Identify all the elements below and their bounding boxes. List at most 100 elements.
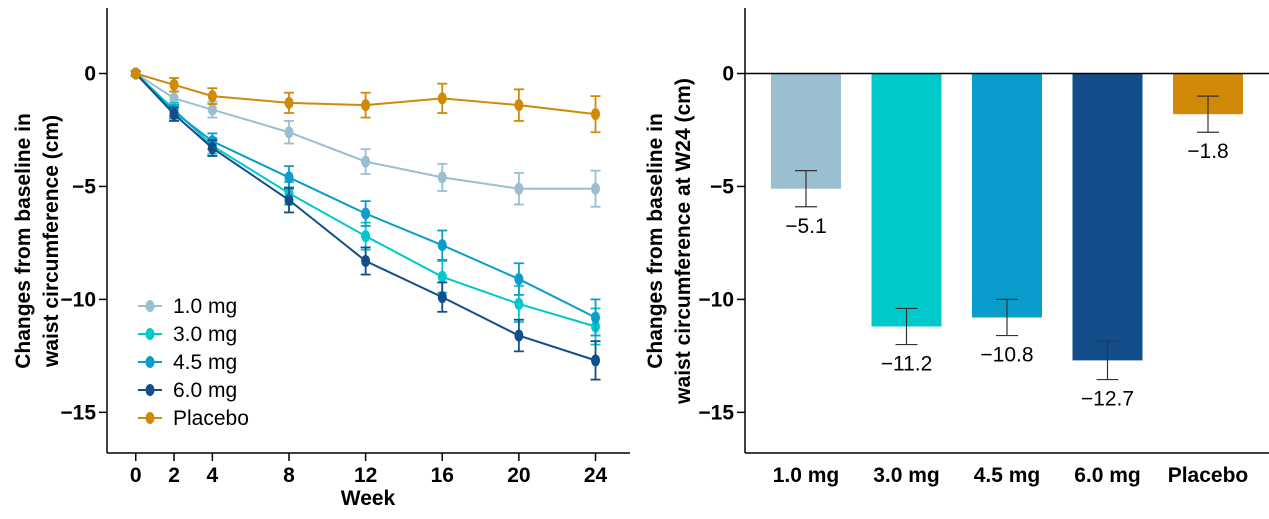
bar-category-label: Placebo bbox=[1168, 464, 1249, 487]
legend-label: 6.0 mg bbox=[173, 379, 237, 402]
data-point-placebo bbox=[131, 67, 141, 80]
legend-label: 1.0 mg bbox=[173, 295, 237, 318]
bar-group-1-0-mg: −5.1 1.0 mg bbox=[771, 73, 841, 487]
legend-item-3-0-mg: 3.0 mg bbox=[138, 323, 237, 346]
bar-category-label: 3.0 mg bbox=[873, 464, 940, 487]
bar-value-label: −10.8 bbox=[980, 344, 1033, 367]
series-line-1-0-mg bbox=[135, 72, 596, 190]
data-point-placebo bbox=[591, 108, 601, 121]
bar-chart-bars: −5.1 1.0 mg −11.2 3.0 mg −10.8 4.5 mg −12.7 6.0… bbox=[771, 73, 1249, 487]
series-line-placebo bbox=[135, 72, 596, 116]
line-chart-x-tick-label: 4 bbox=[207, 464, 219, 487]
bar-chart-y-axis-title-line-2: waist circumference at W24 (cm) bbox=[672, 78, 695, 405]
bar-category-label: 6.0 mg bbox=[1074, 464, 1141, 487]
line-chart-x-tick-label: 0 bbox=[130, 464, 142, 487]
data-point-6-0-mg bbox=[169, 108, 179, 121]
line-chart-y-tick-label: 0 bbox=[84, 63, 96, 86]
bar-chart-y-tick-label: −10 bbox=[698, 288, 734, 311]
series-line-6-0-mg bbox=[135, 72, 596, 362]
series-placebo bbox=[130, 67, 601, 134]
bar-4-5-mg bbox=[972, 73, 1042, 318]
legend-item-1-0-mg: 1.0 mg bbox=[138, 295, 237, 318]
line-chart-x-ticks: 0 2 4 8 12 16 20 24 bbox=[130, 453, 608, 487]
line-chart-y-tick-label: −15 bbox=[60, 401, 96, 424]
legend: 1.0 mg 3.0 mg 4.5 mg 6.0 mg Placebo bbox=[138, 295, 249, 430]
data-point-1-0-mg bbox=[591, 182, 601, 195]
bar-chart-panel: 0 −5 −10 −15 −5.1 1.0 mg −11.2 3.0 mg −10.8 4.5 … bbox=[644, 8, 1269, 487]
data-point-1-0-mg bbox=[437, 171, 447, 184]
series-line-4-5-mg bbox=[135, 72, 596, 319]
bar-value-label: −1.8 bbox=[1187, 140, 1228, 163]
bar-value-label: −11.2 bbox=[881, 353, 933, 376]
legend-label: 4.5 mg bbox=[173, 351, 237, 374]
bar-3-0-mg bbox=[871, 73, 942, 327]
line-chart-x-tick-label: 8 bbox=[283, 464, 295, 487]
bar-group-placebo: −1.8 Placebo bbox=[1168, 73, 1249, 487]
line-chart-y-tick-label: −5 bbox=[72, 175, 96, 198]
line-chart-panel: 0−5−10−15 0 2 4 8 12 16 20 24 Week Changes from… bbox=[12, 8, 630, 510]
line-chart-series bbox=[130, 67, 601, 381]
bar-group-4-5-mg: −10.8 4.5 mg bbox=[972, 73, 1042, 487]
bar-chart-y-axis-title: Changes from baseline in waist circumfer… bbox=[644, 78, 695, 405]
bar-value-label: −12.7 bbox=[1081, 388, 1134, 411]
line-chart-x-tick-label: 16 bbox=[431, 464, 454, 487]
line-chart-y-ticks: 0 −5 −10 −15 bbox=[60, 63, 107, 424]
line-chart-y-axis-title-line-2: waist circumference (cm) bbox=[40, 115, 63, 368]
data-point-6-0-mg bbox=[207, 142, 217, 155]
data-point-placebo bbox=[169, 78, 179, 91]
line-chart-y-axis-title-line-1: Changes from baseline in bbox=[12, 113, 35, 369]
legend-swatch-marker bbox=[145, 356, 155, 368]
series-6-0-mg bbox=[130, 67, 601, 381]
bar-chart-y-axis-title-line-1: Changes from baseline in bbox=[644, 113, 667, 369]
line-chart-y-tick-label: −10 bbox=[60, 288, 96, 311]
bar-value-label: −5.1 bbox=[785, 215, 826, 238]
bar-category-label: 4.5 mg bbox=[974, 464, 1041, 487]
data-point-placebo bbox=[361, 99, 371, 112]
data-point-placebo bbox=[284, 96, 294, 109]
data-point-1-0-mg bbox=[514, 182, 524, 195]
data-point-1-0-mg bbox=[169, 92, 179, 105]
legend-swatch-marker bbox=[145, 384, 155, 396]
data-point-3-0-mg bbox=[514, 297, 524, 310]
bar-1-0-mg bbox=[771, 73, 841, 189]
data-point-1-0-mg bbox=[284, 126, 294, 139]
data-point-6-0-mg bbox=[284, 194, 294, 207]
data-point-1-0-mg bbox=[361, 155, 371, 168]
data-point-4-5-mg bbox=[361, 207, 371, 220]
legend-swatch-marker bbox=[145, 300, 155, 312]
data-point-1-0-mg bbox=[207, 103, 217, 116]
data-point-6-0-mg bbox=[437, 291, 447, 304]
legend-label: Placebo bbox=[173, 407, 249, 430]
data-point-4-5-mg bbox=[514, 273, 524, 286]
data-point-4-5-mg bbox=[284, 171, 294, 184]
bar-chart-y-tick-label: −5 bbox=[710, 175, 734, 198]
legend-item-6-0-mg: 6.0 mg bbox=[138, 379, 237, 402]
data-point-6-0-mg bbox=[361, 254, 371, 267]
bar-6-0-mg bbox=[1072, 73, 1143, 361]
data-point-6-0-mg bbox=[591, 354, 601, 367]
bar-group-6-0-mg: −12.7 6.0 mg bbox=[1072, 73, 1143, 487]
bar-chart-y-tick-label: 0 bbox=[722, 63, 734, 86]
line-chart-x-tick-label: 20 bbox=[507, 464, 530, 487]
line-chart-x-tick-label: 24 bbox=[584, 464, 608, 487]
line-chart-x-axis-title: Week bbox=[341, 487, 396, 510]
line-chart-x-tick-label: 2 bbox=[168, 464, 180, 487]
data-point-3-0-mg bbox=[437, 270, 447, 283]
legend-item-placebo: Placebo bbox=[138, 407, 249, 430]
line-chart-x-tick-label: 12 bbox=[354, 464, 377, 487]
legend-swatch-marker bbox=[145, 412, 155, 424]
legend-label: 3.0 mg bbox=[173, 323, 237, 346]
data-point-placebo bbox=[437, 92, 447, 105]
legend-swatch-marker bbox=[145, 328, 155, 340]
bar-chart-y-tick-label: −15 bbox=[698, 401, 734, 424]
data-point-placebo bbox=[207, 90, 217, 103]
data-point-4-5-mg bbox=[591, 311, 601, 324]
data-point-4-5-mg bbox=[437, 239, 447, 252]
bar-chart-y-ticks: 0 −5 −10 −15 bbox=[698, 63, 745, 424]
bar-category-label: 1.0 mg bbox=[773, 464, 840, 487]
data-point-placebo bbox=[514, 99, 524, 112]
data-point-6-0-mg bbox=[514, 329, 524, 342]
legend-item-4-5-mg: 4.5 mg bbox=[138, 351, 237, 374]
